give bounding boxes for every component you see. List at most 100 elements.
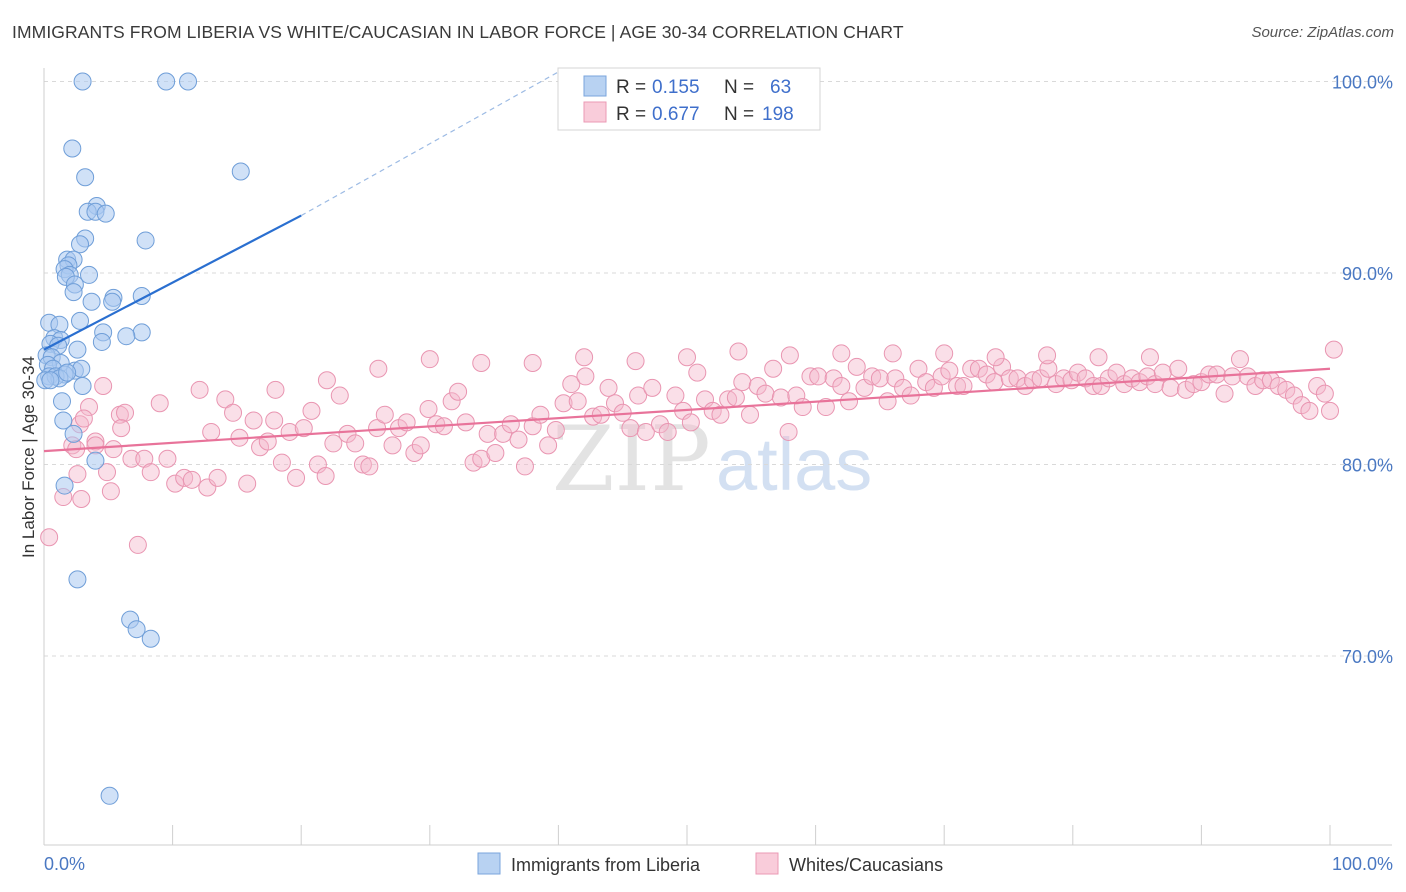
white-point-107 [832,376,851,395]
white-point-123 [954,376,973,395]
white-point-32 [272,453,291,472]
white-point-61 [486,444,505,463]
white-trend-line [43,367,1331,453]
white-point-157 [1215,384,1234,403]
white-point-95 [741,405,760,424]
white-point-176 [101,482,120,501]
white-point-38 [316,466,335,485]
liberia-point-59 [127,620,146,639]
tick-labels: 70.0% 80.0% 90.0% 100.0% 0.0% 100.0% [44,73,1393,875]
white-point-52 [419,399,438,418]
white-point-87 [681,413,700,432]
liberia-trend-extension [300,71,559,217]
white-point-25 [224,403,243,422]
white-point-60 [478,424,497,443]
white-point-101 [787,386,806,405]
liberia-point-10 [136,231,155,250]
liberia-point-3 [63,139,82,158]
white-point-196 [1089,348,1108,367]
liberia-point-30 [132,323,151,342]
liberia-point-53 [54,411,73,430]
white-point-7 [98,463,117,482]
white-point-174 [72,489,91,508]
liberia-point-2 [179,72,198,91]
legend-n-value-white: 198 [762,104,794,125]
white-point-28 [244,411,263,430]
white-point-192 [883,344,902,363]
white-point-106 [824,369,843,388]
liberia-point-24 [82,292,101,311]
liberia-point-50 [41,371,60,390]
white-point-100 [779,422,798,441]
white-point-55 [442,392,461,411]
white-point-140 [1084,376,1103,395]
white-point-160 [1238,367,1257,386]
legend-swatch-liberia [583,75,607,97]
axes [43,68,1392,846]
white-point-180 [266,380,285,399]
white-point-81 [636,422,655,441]
white-point-183 [420,350,439,369]
white-point-190 [780,346,799,365]
white-point-16 [158,449,177,468]
white-point-62 [494,424,513,443]
white-point-42 [346,434,365,453]
white-point-36 [302,401,321,420]
white-point-14 [141,463,160,482]
white-point-31 [265,411,284,430]
white-point-113 [878,392,897,411]
legend-r-value-liberia: 0.155 [652,77,700,98]
white-point-91 [711,405,730,424]
white-point-44 [360,457,379,476]
legend-r-value-white: 0.677 [652,104,700,125]
whites-points [40,340,1343,554]
white-point-6 [94,376,113,395]
white-point-24 [216,390,235,409]
watermark-zip: ZIP [552,407,711,512]
white-point-170 [1315,384,1334,403]
white-point-175 [86,436,105,455]
white-point-109 [847,357,866,376]
white-point-40 [330,386,349,405]
white-point-94 [733,373,752,392]
liberia-point-61 [100,786,119,805]
liberia-point-5 [231,162,250,181]
white-point-22 [202,422,221,441]
liberia-point-19 [80,265,99,284]
white-point-53 [427,415,446,434]
white-point-166 [1284,386,1303,405]
white-point-134 [1039,359,1058,378]
white-point-103 [801,367,820,386]
white-point-99 [771,388,790,407]
white-point-126 [977,365,996,384]
white-point-114 [886,369,905,388]
white-point-70 [554,394,573,413]
white-point-51 [411,436,430,455]
liberia-point-28 [71,311,90,330]
legend-swatch-white [583,101,607,123]
white-point-104 [809,367,828,386]
white-point-73 [576,367,595,386]
white-point-111 [863,367,882,386]
white-point-12 [128,535,147,554]
liberia-point-25 [103,292,122,311]
stats-legend: R = 0.155 N = 63 R = 0.677 N = 198 [557,67,821,131]
liberia-point-55 [86,451,105,470]
legend-r-label-liberia: R = [616,77,646,98]
white-point-27 [238,474,257,493]
liberia-point-31 [117,327,136,346]
white-point-63 [501,415,520,434]
white-point-85 [666,386,685,405]
white-point-10 [116,403,135,422]
liberia-trend-line [43,214,302,351]
white-point-79 [621,419,640,438]
white-point-151 [1169,359,1188,378]
white-point-69 [546,421,565,440]
white-point-168 [1300,401,1319,420]
white-point-23 [208,468,227,487]
y-tick-label-2: 90.0% [1342,264,1393,284]
white-point-83 [650,415,669,434]
white-point-45 [368,419,387,438]
white-point-185 [523,354,542,373]
white-point-129 [1000,369,1019,388]
